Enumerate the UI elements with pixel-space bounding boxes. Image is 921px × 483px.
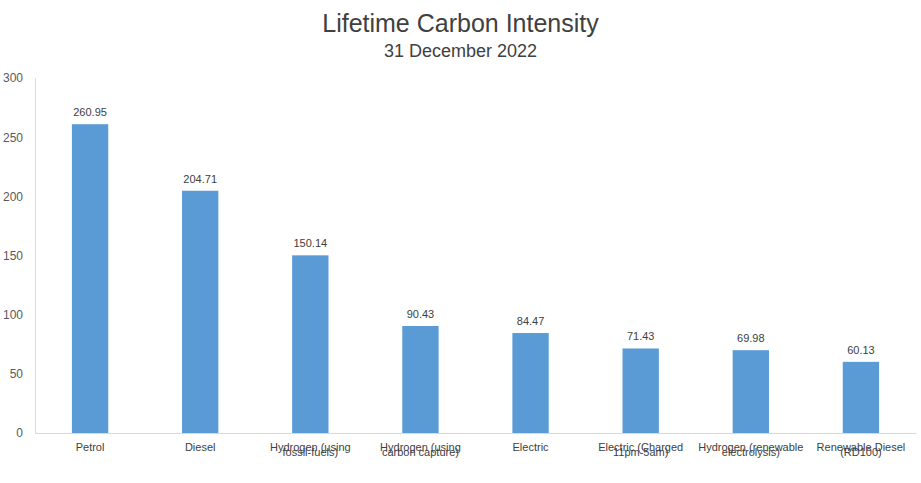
x-tick: Petrol (76, 433, 105, 453)
x-tick: Hydrogen (usingfossil-fuels) (270, 433, 351, 458)
chart: Lifetime Carbon Intensity 31 December 202… (0, 0, 921, 483)
x-tick-label: Electric (Charged11pm-5am) (598, 441, 683, 458)
x-tick-label: Hydrogen (usingfossil-fuels) (270, 441, 351, 458)
data-label: 84.47 (517, 315, 545, 327)
y-tick: 200 (3, 190, 35, 204)
y-tick-label: 100 (3, 308, 23, 322)
data-label: 150.14 (293, 237, 327, 249)
x-axis-line (36, 433, 917, 434)
bar (292, 255, 328, 433)
x-tick: Electric (Charged11pm-5am) (598, 433, 683, 458)
y-tick-label: 150 (3, 249, 23, 263)
y-tick: 50 (10, 367, 35, 381)
data-label: 60.13 (847, 344, 875, 356)
bar (512, 333, 548, 433)
y-tick-label: 50 (10, 367, 24, 381)
x-tick-label: Petrol (76, 441, 105, 453)
title: Lifetime Carbon Intensity (322, 9, 599, 37)
x-tick: Hydrogen (renewableelectrolysis) (698, 433, 803, 458)
bar (182, 191, 218, 433)
data-label: 90.43 (407, 308, 435, 320)
data-labels: 260.95 204.71 150.14 90.43 84.47 71.43 69.98 60… (73, 106, 874, 356)
y-tick: 150 (3, 249, 35, 263)
x-tick-label-line: Electric (513, 441, 550, 453)
y-tick-label: 200 (3, 190, 23, 204)
y-axis: 0 50 100 150 200 250 300 (3, 71, 36, 440)
data-label: 204.71 (183, 173, 217, 185)
y-tick: 250 (3, 131, 35, 145)
x-tick-label-line: (RD100) (840, 446, 882, 458)
data-label: 260.95 (73, 106, 107, 118)
subtitle: 31 December 2022 (384, 41, 537, 61)
x-tick-label: Hydrogen (renewableelectrolysis) (698, 441, 803, 458)
y-tick: 300 (3, 71, 35, 85)
x-tick: Diesel (185, 433, 216, 453)
x-tick-label: Diesel (185, 441, 216, 453)
x-tick-label-line: carbon capture) (382, 446, 459, 458)
x-tick-label-line: Diesel (185, 441, 216, 453)
x-tick-label-line: Petrol (76, 441, 105, 453)
x-axis: Petrol Diesel Hydrogen (usingfossil-fuels)… (36, 433, 917, 458)
x-tick-label: Hydrogen (usingcarbon capture) (380, 441, 461, 458)
bar (843, 362, 879, 433)
bars (72, 124, 879, 433)
y-tick-label: 250 (3, 131, 23, 145)
y-tick: 100 (3, 308, 35, 322)
x-tick-label-line: fossil-fuels) (283, 446, 339, 458)
x-tick: Hydrogen (usingcarbon capture) (380, 433, 461, 458)
y-tick-label: 300 (3, 71, 23, 85)
y-tick-label: 0 (16, 426, 23, 440)
y-axis-line (35, 79, 36, 434)
data-label: 69.98 (737, 332, 765, 344)
bar (623, 348, 659, 433)
y-tick: 0 (16, 426, 35, 440)
plot: 0 50 100 150 200 250 300 Petrol Diesel Hydrogen (… (3, 71, 917, 458)
x-tick-label-line: electrolysis) (722, 446, 780, 458)
x-tick-label-line: 11pm-5am) (613, 446, 668, 458)
bar (733, 350, 769, 433)
bar (402, 326, 438, 433)
bar (72, 124, 108, 433)
x-tick-label: Electric (513, 441, 550, 453)
x-tick: Electric (513, 433, 550, 453)
data-label: 71.43 (627, 330, 655, 342)
x-tick: Renewable Diesel(RD100) (817, 433, 906, 458)
x-tick-label: Renewable Diesel(RD100) (817, 441, 906, 458)
